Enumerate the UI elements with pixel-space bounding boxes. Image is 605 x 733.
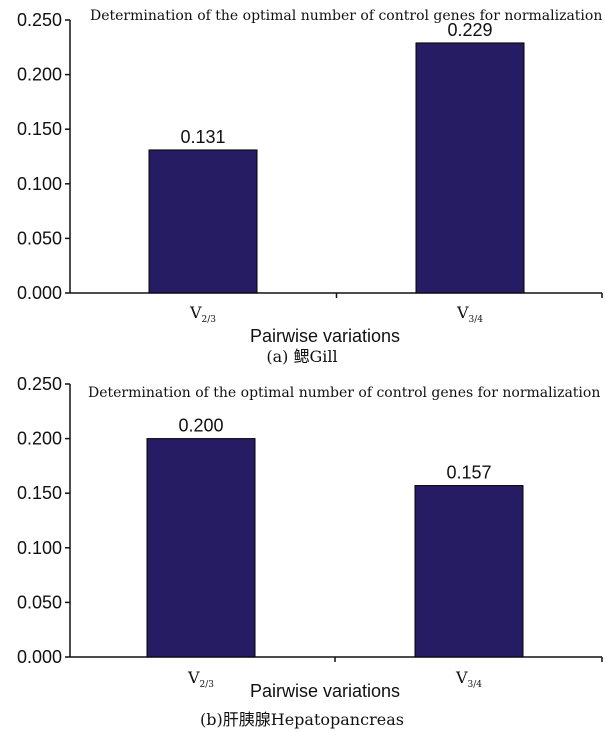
x-axis-label: Pairwise variations [250,681,400,701]
y-tick-label: 0.000 [17,283,62,303]
figure-caption: (b)肝胰腺Hepatopancreas [200,710,404,729]
y-tick-label: 0.050 [17,228,62,248]
bar-value-label: 0.157 [446,463,491,483]
bar-3-4 [415,42,525,294]
category-label: V3/4 [456,303,483,325]
y-tick-label: 0.050 [17,592,62,612]
y-tick-label: 0.200 [17,65,62,85]
chart-title: Determination of the optimal number of c… [90,8,602,24]
y-tick-label: 0.150 [17,483,62,503]
y-tick-label: 0.250 [17,374,62,394]
chart-b: 0.000 0.050 0.100 0.150 0.200 0.250 Determinat… [17,374,603,729]
y-tick-label: 0.200 [17,429,62,449]
y-tick-label: 0.000 [17,647,62,667]
bar-value-label: 0.200 [178,416,223,436]
bar-2-3 [148,149,258,294]
category-label: V2/3 [187,668,214,690]
chart-a: 0.000 0.050 0.100 0.150 0.200 0.250 Determinat… [17,8,603,366]
y-tick-label: 0.100 [17,174,62,194]
chart-title: Determination of the optimal number of c… [88,385,600,401]
x-axis-label: Pairwise variations [250,326,400,346]
figure-caption: (a) 鳃Gill [266,347,337,366]
category-label: V2/3 [189,303,216,325]
bar-2-3 [146,438,256,658]
bar-value-label: 0.131 [180,127,225,147]
y-tick-label: 0.150 [17,119,62,139]
bar-3-4 [414,485,524,658]
y-tick-label: 0.100 [17,538,62,558]
category-label: V3/4 [455,668,482,690]
bar-value-label: 0.229 [447,20,492,40]
y-tick-label: 0.250 [17,10,62,30]
